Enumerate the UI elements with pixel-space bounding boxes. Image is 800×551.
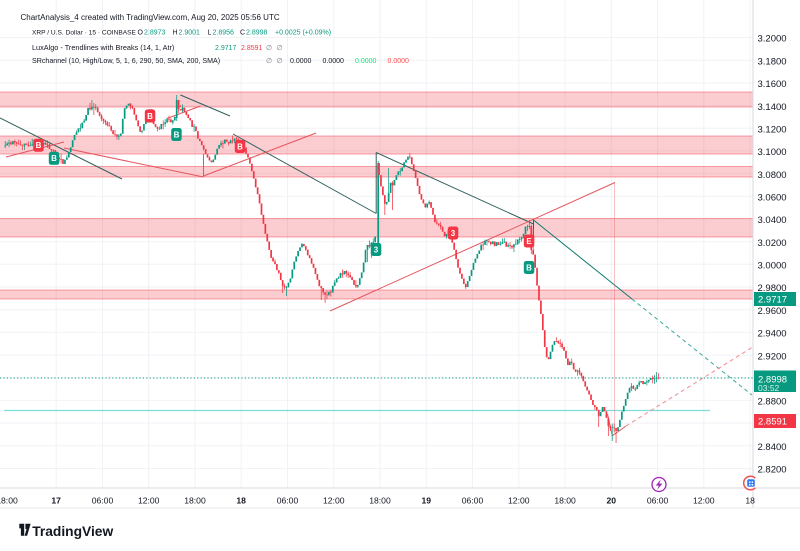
- svg-text:3.2000: 3.2000: [758, 34, 787, 45]
- svg-text:O: O: [138, 30, 144, 37]
- svg-text:2.9800: 2.9800: [758, 283, 787, 294]
- svg-text:2.8973: 2.8973: [144, 30, 166, 37]
- svg-text:2.9717: 2.9717: [215, 45, 237, 52]
- svg-text:∅: ∅: [266, 45, 272, 52]
- svg-text:H: H: [173, 30, 178, 37]
- svg-text:3: 3: [374, 245, 379, 254]
- svg-text:B: B: [174, 130, 180, 139]
- svg-text:2.9001: 2.9001: [179, 30, 201, 37]
- svg-text:L: L: [208, 30, 212, 37]
- svg-text:TradingView: TradingView: [32, 524, 113, 539]
- svg-text:SRchannel (10, High/Low, 5, 1,: SRchannel (10, High/Low, 5, 1, 6, 290, 5…: [32, 57, 220, 65]
- svg-text:12:00: 12:00: [323, 496, 345, 506]
- svg-text:2.8591: 2.8591: [241, 45, 263, 52]
- svg-text:0.0000: 0.0000: [388, 58, 410, 65]
- svg-text:2.8998: 2.8998: [246, 30, 268, 37]
- svg-text:B: B: [36, 141, 42, 150]
- svg-text:2.9600: 2.9600: [758, 306, 787, 317]
- svg-text:06:00: 06:00: [277, 496, 299, 506]
- svg-text:B: B: [526, 263, 532, 272]
- svg-text:B: B: [51, 154, 57, 163]
- svg-text:3: 3: [451, 229, 456, 238]
- svg-text:12:00: 12:00: [693, 496, 715, 506]
- svg-text:2.8800: 2.8800: [758, 397, 787, 408]
- svg-text:2.9400: 2.9400: [758, 329, 787, 340]
- svg-text:C: C: [240, 30, 245, 37]
- svg-text:18:00: 18:00: [184, 496, 206, 506]
- svg-text:20: 20: [607, 496, 617, 506]
- svg-text:∅: ∅: [277, 45, 283, 52]
- svg-text:∅: ∅: [277, 58, 283, 65]
- svg-text:2.8400: 2.8400: [758, 442, 787, 453]
- svg-text:06:00: 06:00: [647, 496, 669, 506]
- svg-text:0.0000: 0.0000: [355, 58, 377, 65]
- svg-text:3.0800: 3.0800: [758, 170, 787, 181]
- svg-text:2.8956: 2.8956: [213, 30, 235, 37]
- svg-text:06:00: 06:00: [462, 496, 484, 506]
- svg-text:3.1400: 3.1400: [758, 102, 787, 113]
- svg-text:19: 19: [422, 496, 432, 506]
- svg-text:2.8200: 2.8200: [758, 465, 787, 476]
- svg-text:0.0000: 0.0000: [323, 58, 345, 65]
- svg-text:+0.0025 (+0.09%): +0.0025 (+0.09%): [275, 30, 331, 37]
- svg-text:06:00: 06:00: [92, 496, 114, 506]
- svg-text:3.1000: 3.1000: [758, 147, 787, 158]
- svg-text:18:00: 18:00: [369, 496, 391, 506]
- svg-text:B: B: [147, 112, 153, 121]
- svg-text:3.1600: 3.1600: [758, 79, 787, 90]
- svg-text:3.0000: 3.0000: [758, 261, 787, 272]
- svg-text:∅: ∅: [266, 58, 272, 65]
- svg-text:3.1200: 3.1200: [758, 124, 787, 135]
- svg-text:E: E: [526, 237, 532, 246]
- svg-text:18: 18: [236, 496, 246, 506]
- svg-text:17: 17: [51, 496, 61, 506]
- svg-text:18: 18: [745, 496, 755, 506]
- svg-text:3.0400: 3.0400: [758, 215, 787, 226]
- svg-text:18:00: 18:00: [0, 496, 18, 506]
- svg-text:ChartAnalysis_4 created with T: ChartAnalysis_4 created with TradingView…: [21, 13, 280, 22]
- svg-text:18:00: 18:00: [554, 496, 576, 506]
- svg-text:2.8591: 2.8591: [758, 417, 787, 428]
- svg-text:3.1800: 3.1800: [758, 56, 787, 67]
- svg-text:12:00: 12:00: [508, 496, 530, 506]
- svg-text:03:52: 03:52: [758, 383, 780, 393]
- svg-text:XRP / U.S. Dollar · 15 · COINB: XRP / U.S. Dollar · 15 · COINBASE: [32, 30, 137, 37]
- svg-text:2.9717: 2.9717: [758, 295, 787, 306]
- svg-text:3.0600: 3.0600: [758, 193, 787, 204]
- svg-text:LuxAlgo - Trendlines with Brea: LuxAlgo - Trendlines with Breaks (14, 1,…: [32, 43, 174, 52]
- svg-text:2.8998: 2.8998: [758, 374, 787, 385]
- svg-text:0.0000: 0.0000: [290, 58, 312, 65]
- svg-text:B: B: [237, 142, 243, 151]
- svg-text:2.9200: 2.9200: [758, 351, 787, 362]
- svg-text:12:00: 12:00: [138, 496, 160, 506]
- svg-text:3.0200: 3.0200: [758, 238, 787, 249]
